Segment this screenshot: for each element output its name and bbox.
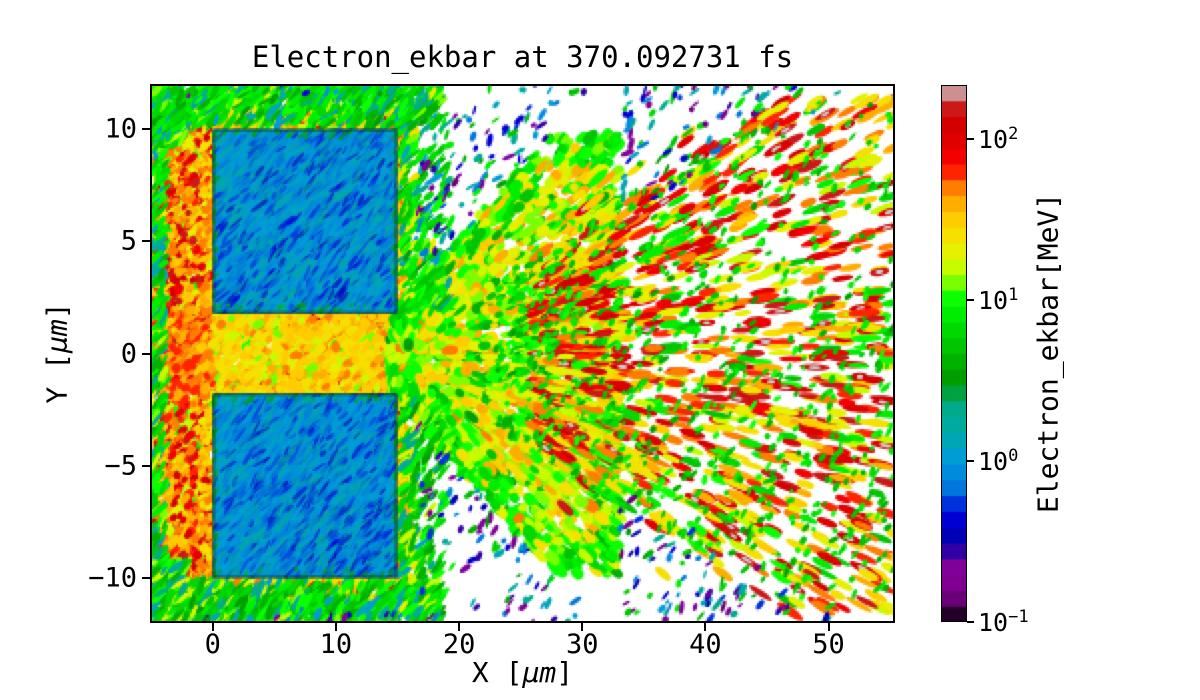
- x-tick-mark: [458, 623, 461, 631]
- y-tick-label: −5: [104, 450, 137, 482]
- y-tick-mark: [142, 352, 150, 355]
- colorbar: [941, 85, 967, 622]
- colorbar-tick-label: 101: [978, 284, 1019, 315]
- colorbar-tick-label: 102: [978, 123, 1019, 154]
- y-tick-label: 5: [120, 225, 137, 257]
- x-axis-label: X [μm]: [471, 656, 574, 689]
- y-tick-mark: [142, 577, 150, 580]
- y-axis-label: Y [μm]: [40, 302, 74, 404]
- colorbar-label: Electron_ekbar[MeV]: [1031, 192, 1065, 514]
- y-tick-mark: [142, 127, 150, 130]
- x-tick-label: 30: [565, 629, 599, 660]
- x-tick-label: 20: [442, 629, 476, 660]
- x-tick-label: 40: [689, 629, 722, 660]
- colorbar-tick-label: 100: [978, 445, 1019, 477]
- y-tick-mark: [142, 240, 150, 243]
- x-tick-label: 50: [812, 629, 845, 660]
- colorbar-tick-mark: [967, 137, 974, 140]
- y-tick-label: 10: [104, 113, 137, 145]
- colorbar-tick-mark: [967, 298, 974, 301]
- x-tick-mark: [827, 623, 830, 631]
- x-tick-label: 0: [204, 629, 221, 660]
- colorbar-tick-mark: [967, 621, 974, 623]
- x-tick-label: 10: [319, 629, 353, 660]
- y-tick-label: −10: [88, 562, 137, 594]
- x-tick-mark: [704, 623, 707, 631]
- x-tick-mark: [211, 623, 214, 631]
- plot-title: Electron_ekbar at 370.092731 fs: [251, 40, 794, 74]
- y-tick-label: 0: [120, 338, 137, 369]
- x-tick-mark: [581, 623, 584, 631]
- y-tick-mark: [142, 464, 150, 467]
- contour-plot-canvas: [150, 84, 895, 623]
- x-tick-mark: [334, 623, 337, 631]
- colorbar-tick-label: 10−1: [978, 606, 1029, 638]
- colorbar-tick-mark: [967, 459, 974, 462]
